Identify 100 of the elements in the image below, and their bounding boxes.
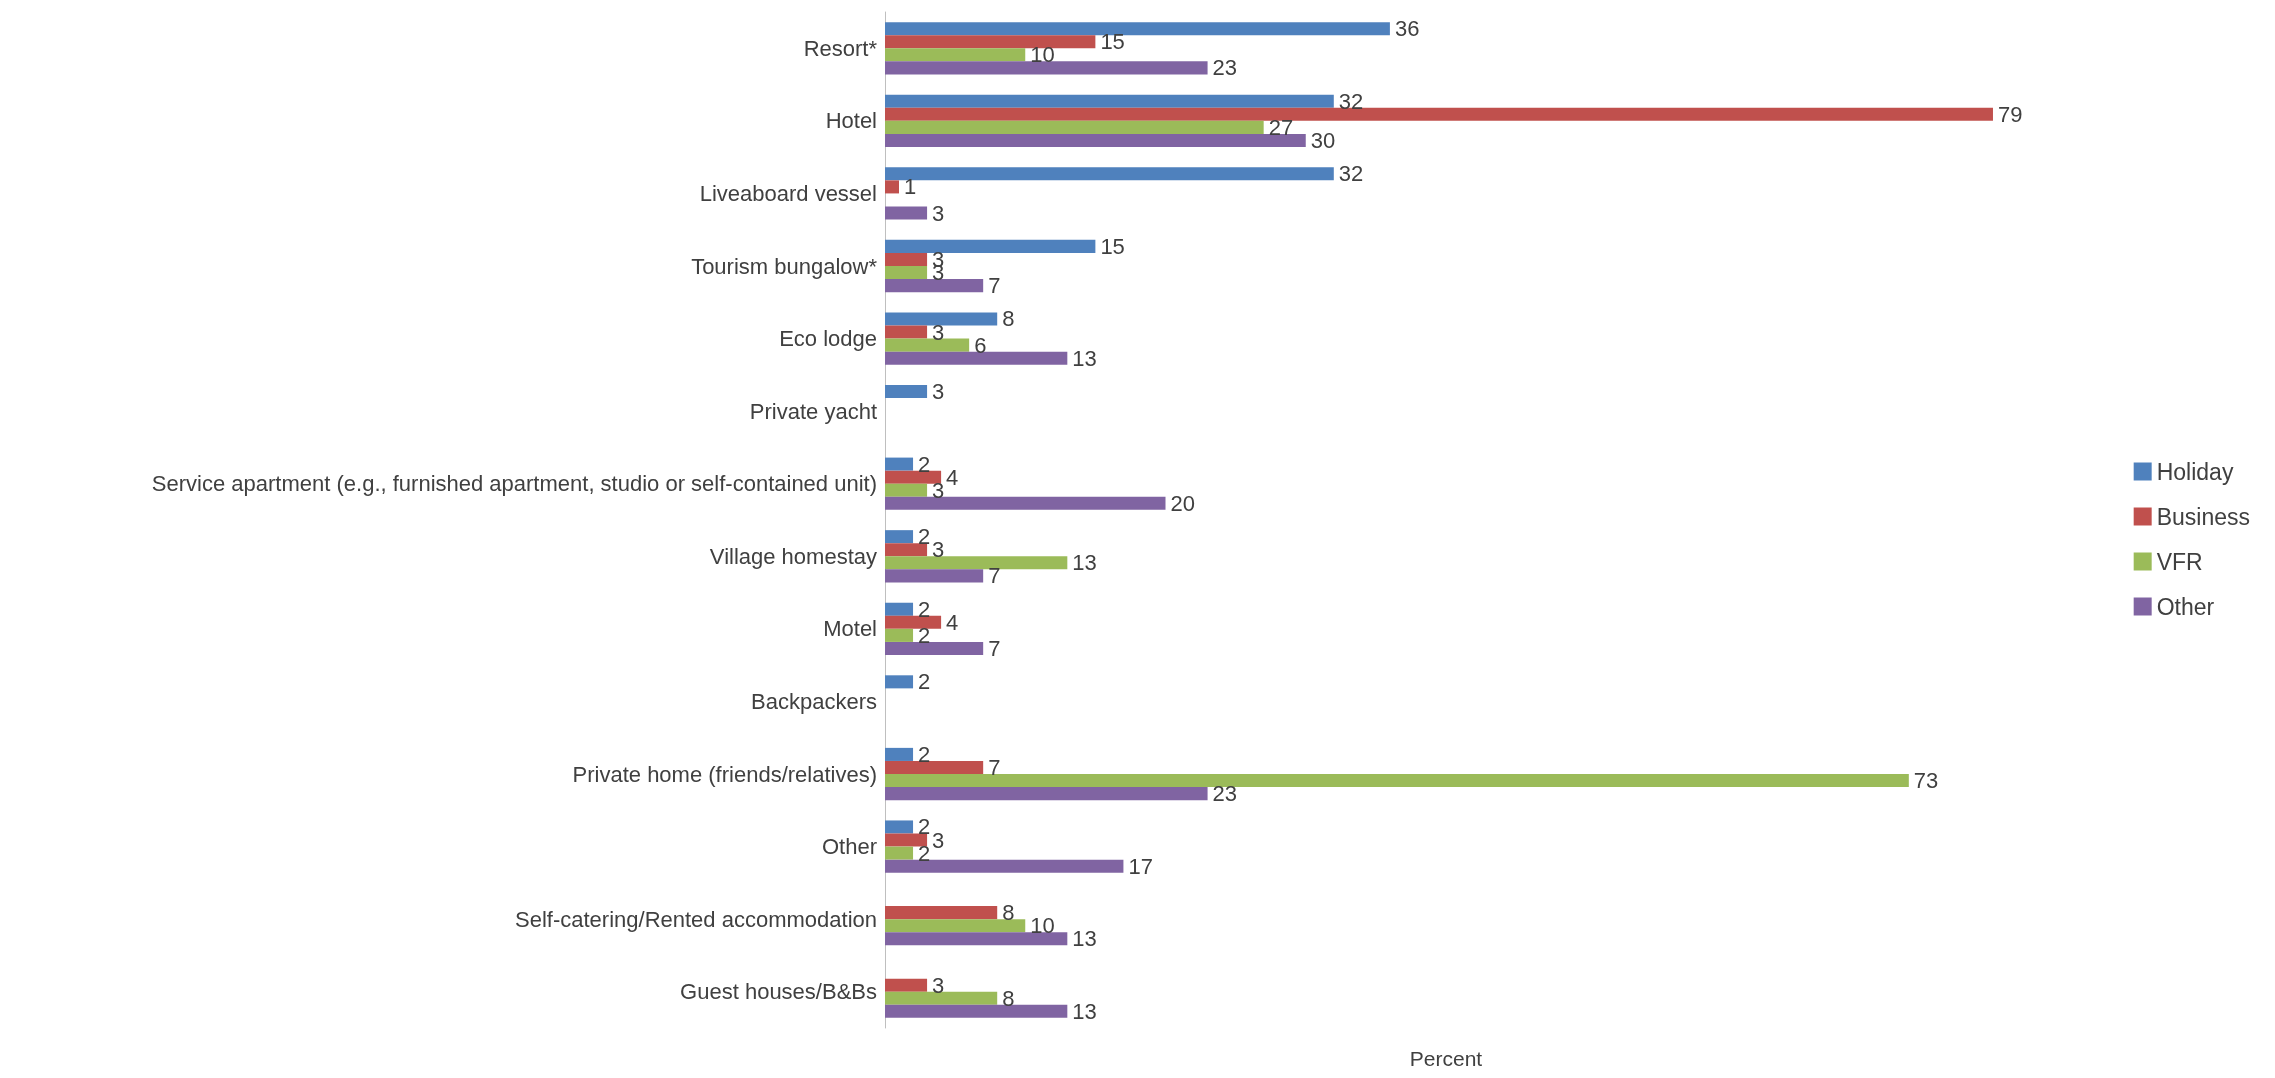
y-tick-label: Liveaboard vessel bbox=[699, 180, 877, 206]
bar bbox=[885, 351, 1068, 365]
data-label: 2 bbox=[918, 814, 931, 840]
data-label: 4 bbox=[946, 464, 959, 490]
bar bbox=[885, 602, 914, 616]
data-label: 2 bbox=[918, 669, 931, 695]
data-label: 32 bbox=[1338, 88, 1364, 114]
bar bbox=[885, 385, 928, 399]
y-tick-label: Private home (friends/relatives) bbox=[572, 761, 877, 787]
data-label: 2 bbox=[918, 840, 931, 866]
y-tick-label: Private yacht bbox=[749, 398, 877, 424]
bar bbox=[885, 747, 914, 761]
y-tick-label: Hotel bbox=[825, 108, 877, 134]
data-label: 7 bbox=[988, 563, 1001, 589]
data-label: 8 bbox=[1002, 306, 1015, 332]
bar bbox=[885, 457, 914, 471]
data-label: 8 bbox=[1002, 985, 1015, 1011]
bar bbox=[885, 615, 942, 629]
data-label: 36 bbox=[1394, 16, 1420, 42]
y-tick-label: Self-catering/Rented accommodation bbox=[515, 906, 877, 932]
data-label: 10 bbox=[1030, 913, 1055, 939]
bar bbox=[885, 530, 914, 544]
bar bbox=[885, 180, 900, 194]
legend-label: Other bbox=[2156, 593, 2215, 620]
data-label: 2 bbox=[918, 741, 931, 767]
data-label: 13 bbox=[1072, 550, 1097, 576]
data-label: 6 bbox=[974, 332, 987, 358]
bar bbox=[885, 978, 928, 992]
data-label: 79 bbox=[1997, 101, 2023, 127]
legend-label: Business bbox=[2156, 503, 2250, 530]
y-tick-label: Guest houses/B&Bs bbox=[680, 979, 877, 1005]
bar bbox=[885, 61, 1208, 75]
bar bbox=[885, 919, 1026, 933]
bar bbox=[885, 846, 914, 860]
data-label: 3 bbox=[932, 200, 945, 226]
bar bbox=[885, 35, 1096, 49]
bar bbox=[885, 483, 928, 497]
bar bbox=[885, 991, 998, 1005]
bar bbox=[885, 167, 1334, 181]
data-label: 8 bbox=[1002, 900, 1015, 926]
data-label: 2 bbox=[918, 524, 931, 550]
bar bbox=[885, 820, 914, 834]
data-label: 32 bbox=[1338, 161, 1364, 187]
bar bbox=[885, 1004, 1068, 1018]
data-label: 15 bbox=[1100, 29, 1125, 55]
data-label: 20 bbox=[1170, 490, 1195, 516]
y-tick-label: Backpackers bbox=[751, 688, 877, 714]
data-label: 7 bbox=[988, 273, 1001, 299]
bar bbox=[885, 133, 1306, 147]
bar bbox=[885, 252, 928, 266]
data-label: 3 bbox=[932, 379, 945, 405]
y-tick-label: Service apartment (e.g., furnished apartment, studio or self-contained unit) bbox=[151, 471, 877, 497]
data-label: 3 bbox=[932, 537, 945, 563]
bar bbox=[885, 312, 998, 326]
y-tick-label: Eco lodge bbox=[779, 326, 877, 352]
bar bbox=[885, 906, 998, 920]
data-label: 13 bbox=[1072, 345, 1097, 371]
bar bbox=[885, 569, 984, 583]
data-label: 10 bbox=[1030, 42, 1055, 68]
bar bbox=[885, 48, 1026, 62]
bar bbox=[885, 120, 1264, 134]
y-tick-label: Village homestay bbox=[709, 543, 877, 569]
data-label: 3 bbox=[932, 972, 945, 998]
bar bbox=[885, 859, 1124, 873]
data-label: 3 bbox=[932, 319, 945, 345]
bar bbox=[885, 641, 984, 655]
data-label: 2 bbox=[918, 451, 931, 477]
bar bbox=[885, 239, 1096, 253]
data-label: 15 bbox=[1100, 233, 1125, 259]
y-tick-label: Tourism bungalow* bbox=[691, 253, 878, 279]
data-label: 2 bbox=[918, 596, 931, 622]
bar bbox=[885, 760, 984, 774]
bar bbox=[885, 107, 1993, 121]
bar bbox=[885, 206, 928, 220]
bar bbox=[885, 279, 984, 293]
bar bbox=[885, 932, 1068, 946]
data-label: 30 bbox=[1310, 127, 1336, 153]
bar bbox=[885, 496, 1166, 510]
bar bbox=[885, 22, 1390, 36]
data-label: 13 bbox=[1072, 926, 1097, 952]
data-label: 23 bbox=[1212, 55, 1238, 81]
bar bbox=[885, 556, 1068, 570]
data-label: 2 bbox=[918, 622, 931, 648]
y-tick-label: Resort* bbox=[803, 35, 878, 61]
bar bbox=[885, 543, 928, 557]
bar bbox=[885, 94, 1334, 108]
bar bbox=[885, 675, 914, 689]
bar bbox=[885, 325, 928, 339]
x-axis-title: Percent bbox=[1409, 1047, 1483, 1070]
data-label: 13 bbox=[1072, 998, 1097, 1024]
data-label: 3 bbox=[932, 827, 945, 853]
bar bbox=[885, 470, 942, 484]
data-label: 27 bbox=[1268, 114, 1294, 140]
data-label: 1 bbox=[904, 174, 917, 200]
bar bbox=[885, 833, 928, 847]
data-label: 17 bbox=[1128, 853, 1153, 879]
y-tick-label: Other bbox=[821, 834, 877, 860]
data-label: 4 bbox=[946, 609, 959, 635]
bar bbox=[885, 628, 914, 642]
data-label: 7 bbox=[988, 754, 1001, 780]
